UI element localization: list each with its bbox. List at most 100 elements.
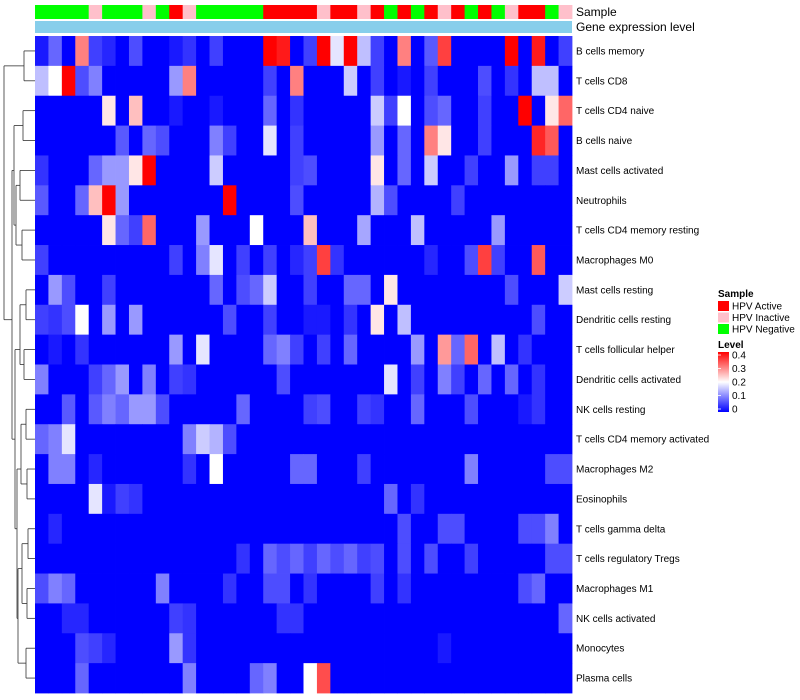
- heatmap-cell: [249, 543, 264, 574]
- heatmap-cell: [35, 394, 49, 425]
- heatmap-cell: [276, 65, 291, 97]
- heatmap-cell: [155, 454, 170, 485]
- heatmap-cell: [155, 155, 170, 186]
- heatmap-cell: [61, 513, 76, 545]
- heatmap-cell: [518, 394, 533, 425]
- heatmap-cell: [102, 513, 116, 545]
- heatmap-cell: [276, 304, 291, 336]
- heatmap-cell: [128, 36, 143, 67]
- heatmap-cell: [545, 424, 559, 455]
- heatmap-cell: [142, 394, 157, 425]
- heatmap-cell: [370, 454, 385, 485]
- heatmap-cell: [518, 245, 533, 276]
- heatmap-cell: [128, 245, 143, 276]
- heatmap-cell: [276, 573, 291, 604]
- heatmap-cell: [48, 125, 63, 156]
- heatmap-cell: [142, 304, 157, 336]
- heatmap-cell: [155, 483, 170, 515]
- heatmap-cell: [182, 185, 197, 216]
- heatmap-cell: [88, 543, 103, 574]
- heatmap-cell: [370, 633, 385, 664]
- heatmap-cell: [491, 364, 506, 395]
- heatmap-cell: [410, 573, 425, 604]
- heatmap-cell: [75, 274, 90, 306]
- heatmap-cell: [88, 334, 103, 365]
- heatmap-cell: [343, 483, 358, 515]
- heatmap-cell: [182, 95, 197, 126]
- heatmap-cell: [249, 633, 264, 664]
- heatmap-cell: [330, 573, 345, 604]
- sample-annotation-cell: [504, 5, 519, 19]
- heatmap-cell: [128, 65, 143, 97]
- heatmap-cell: [545, 215, 559, 246]
- sample-annotation-cell: [196, 5, 210, 19]
- heatmap-cell: [102, 663, 116, 694]
- heatmap-cell: [357, 274, 372, 306]
- heatmap-cell: [410, 304, 425, 336]
- heatmap-cell: [478, 394, 492, 425]
- heatmap-cell: [303, 125, 318, 156]
- heatmap-cell: [276, 394, 291, 425]
- heatmap-cell: [316, 65, 331, 97]
- heatmap-cell: [545, 364, 559, 395]
- heatmap-cell: [357, 424, 372, 455]
- heatmap-cell: [263, 424, 278, 455]
- heatmap-cell: [128, 394, 143, 425]
- sample-annotation-cell: [88, 5, 103, 19]
- heatmap-cell: [48, 483, 63, 515]
- heatmap-cell: [128, 454, 143, 485]
- heatmap-cell: [222, 245, 237, 276]
- heatmap-cell: [451, 274, 465, 306]
- heatmap-cell: [370, 483, 385, 515]
- heatmap-cell: [491, 125, 506, 156]
- heatmap-cell: [478, 603, 492, 634]
- heatmap-cell: [196, 215, 210, 246]
- heatmap-cell: [330, 155, 345, 186]
- heatmap-cell: [343, 513, 358, 545]
- heatmap-cell: [518, 215, 533, 246]
- heatmap-cell: [169, 394, 184, 425]
- heatmap-cell: [343, 95, 358, 126]
- heatmap-cell: [424, 215, 439, 246]
- heatmap-cell: [504, 185, 519, 216]
- heatmap-cell: [316, 364, 331, 395]
- heatmap-cell: [142, 125, 157, 156]
- heatmap-cell: [222, 364, 237, 395]
- heatmap-cell: [491, 424, 506, 455]
- heatmap-cell: [115, 185, 130, 216]
- heatmap-cell: [88, 663, 103, 694]
- heatmap-cell: [370, 65, 385, 97]
- heatmap-cell: [518, 364, 533, 395]
- heatmap-cell: [518, 454, 533, 485]
- heatmap-cell: [102, 274, 116, 306]
- heatmap-cell: [451, 603, 465, 634]
- heatmap-cell: [504, 155, 519, 186]
- heatmap-cell: [464, 245, 479, 276]
- heatmap-cell: [249, 603, 264, 634]
- heatmap-cell: [75, 663, 90, 694]
- heatmap-cell: [169, 513, 184, 545]
- heatmap-cell: [531, 394, 546, 425]
- heatmap-cell: [182, 36, 197, 67]
- heatmap-cell: [558, 454, 573, 485]
- heatmap-cell: [343, 245, 358, 276]
- heatmap-cell: [437, 245, 452, 276]
- heatmap-cell: [531, 364, 546, 395]
- heatmap-cell: [464, 304, 479, 336]
- sample-annotation-cell: [209, 5, 224, 19]
- heatmap-cell: [263, 95, 278, 126]
- heatmap-cell: [370, 603, 385, 634]
- heatmap-cell: [437, 155, 452, 186]
- heatmap-cell: [531, 245, 546, 276]
- heatmap-cell: [222, 663, 237, 694]
- heatmap-cell: [330, 603, 345, 634]
- heatmap-cell: [478, 364, 492, 395]
- heatmap-cell: [61, 215, 76, 246]
- heatmap-cell: [357, 663, 372, 694]
- heatmap-cell: [531, 125, 546, 156]
- heatmap-cell: [102, 424, 116, 455]
- heatmap-cell: [384, 454, 398, 485]
- heatmap-cell: [75, 304, 90, 336]
- row-dendrogram: [3, 50, 35, 679]
- heatmap-cell: [182, 245, 197, 276]
